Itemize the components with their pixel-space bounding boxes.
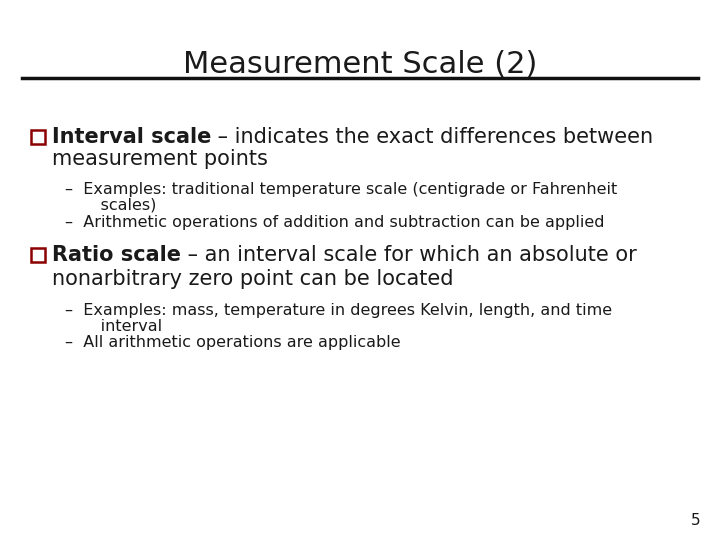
Text: –  Arithmetic operations of addition and subtraction can be applied: – Arithmetic operations of addition and … xyxy=(65,215,605,230)
Text: interval: interval xyxy=(75,319,162,334)
Text: Measurement Scale (2): Measurement Scale (2) xyxy=(183,50,537,79)
Text: Interval scale: Interval scale xyxy=(52,127,212,147)
Text: – indicates the exact differences between: – indicates the exact differences betwee… xyxy=(212,127,654,147)
Text: measurement points: measurement points xyxy=(52,149,268,169)
Text: 5: 5 xyxy=(690,513,700,528)
Text: scales): scales) xyxy=(75,198,156,213)
Text: – an interval scale for which an absolute or: – an interval scale for which an absolut… xyxy=(181,245,636,265)
Bar xyxy=(31,248,45,262)
Text: –  Examples: mass, temperature in degrees Kelvin, length, and time: – Examples: mass, temperature in degrees… xyxy=(65,303,612,318)
Text: –  All arithmetic operations are applicable: – All arithmetic operations are applicab… xyxy=(65,335,400,350)
Bar xyxy=(31,130,45,144)
Text: Ratio scale: Ratio scale xyxy=(52,245,181,265)
Text: –  Examples: traditional temperature scale (centigrade or Fahrenheit: – Examples: traditional temperature scal… xyxy=(65,182,617,197)
Text: nonarbitrary zero point can be located: nonarbitrary zero point can be located xyxy=(52,269,454,289)
